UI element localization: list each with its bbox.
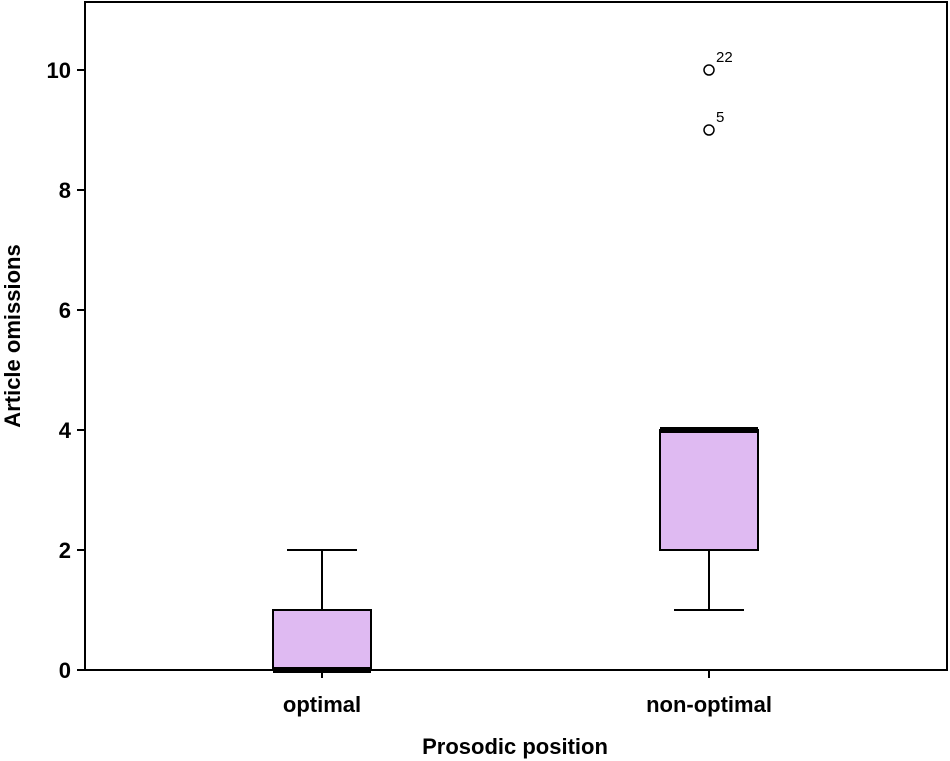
- iqr-box: [659, 429, 759, 551]
- y-tick-label: 2: [59, 538, 71, 563]
- outlier-label: 22: [716, 49, 733, 66]
- iqr-box: [272, 609, 372, 671]
- outlier-label: 5: [716, 109, 724, 126]
- outlier-point: [703, 64, 715, 76]
- y-tick-label: 0: [59, 658, 71, 683]
- x-tick-label: non-optimal: [646, 692, 772, 717]
- outlier-point: [703, 124, 715, 136]
- y-tick-label: 8: [59, 178, 71, 203]
- y-tick-label: 4: [59, 418, 72, 443]
- y-axis-title: Article omissions: [0, 244, 25, 427]
- y-tick-label: 6: [59, 298, 71, 323]
- box-group-optimal: [272, 549, 372, 673]
- box-group-non-optimal: 22 5: [659, 49, 759, 611]
- plot-frame: [84, 1, 948, 671]
- y-tick-label: 10: [47, 58, 71, 83]
- x-tick-label: optimal: [283, 692, 361, 717]
- x-axis-title: Prosodic position: [422, 734, 608, 759]
